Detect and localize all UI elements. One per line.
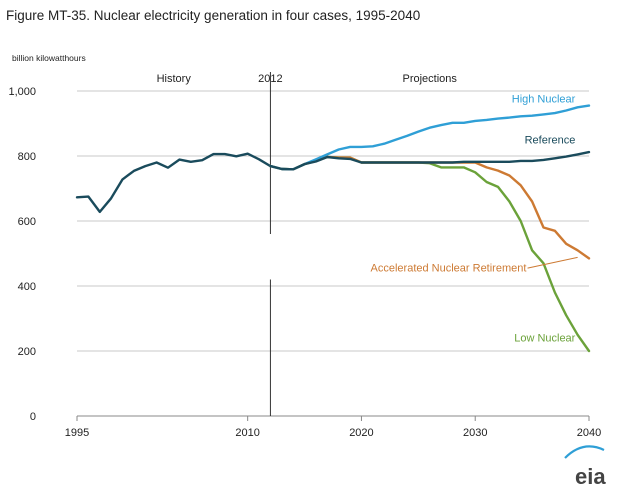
x-tick-label: 2020 [349,427,373,439]
divider-gap [267,234,274,280]
divider-year-label: 2012 [258,73,282,85]
high-nuclear-line [269,104,591,171]
eia-logo: eia [564,445,606,489]
x-tick-label: 2030 [463,427,487,439]
series-annotations: High Nuclear Reference Accelerated Nucle… [371,93,578,344]
gridlines [77,90,589,417]
y-tick-label: 200 [18,346,36,358]
y-axis-ticks: 0 200 400 600 800 1,000 [8,86,36,423]
accelerated-retirement-line [269,155,591,260]
series-lines [75,104,591,353]
x-axis-ticks: 1995 2010 2020 2030 2040 [65,416,601,439]
y-axis-unit-label: billion kilowatthours [12,53,86,63]
reference-label: Reference [525,135,576,147]
history-series-line [75,152,272,214]
low-nuclear-line [269,155,591,353]
accelerated-retirement-label: Accelerated Nuclear Retirement [371,262,527,274]
chart-title: Figure MT-35. Nuclear electricity genera… [6,8,421,23]
low-nuclear-label: Low Nuclear [514,332,575,344]
x-tick-label: 1995 [65,427,89,439]
x-tick-label: 2010 [235,427,259,439]
reference-line [269,150,591,171]
y-tick-label: 600 [18,216,36,228]
y-tick-label: 0 [30,411,36,423]
projections-label: Projections [403,73,458,85]
history-label: History [157,73,192,85]
x-tick-label: 2040 [577,427,601,439]
y-tick-label: 800 [18,151,36,163]
high-nuclear-label: High Nuclear [512,93,576,105]
accelerated-retirement-leader-line [527,256,578,269]
y-tick-label: 400 [18,281,36,293]
logo-swoosh [564,445,605,459]
y-tick-label: 1,000 [8,86,36,98]
logo-text: eia [575,464,606,489]
